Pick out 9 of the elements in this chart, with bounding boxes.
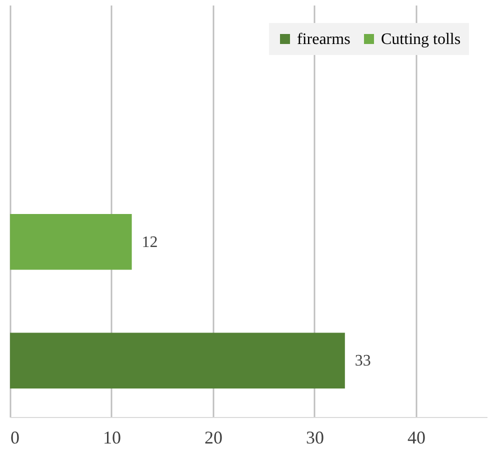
data-label: 12 bbox=[142, 234, 158, 251]
data-label: 33 bbox=[354, 352, 371, 370]
x-tick-label: 20 bbox=[204, 428, 222, 448]
x-tick-label: 30 bbox=[306, 428, 324, 448]
x-tick-label: 10 bbox=[102, 428, 121, 448]
legend-label: Cutting tolls bbox=[381, 31, 461, 48]
x-tick-label: 40 bbox=[407, 428, 426, 448]
x-tick-label: 0 bbox=[10, 428, 20, 448]
legend-label: firearms bbox=[297, 31, 350, 48]
